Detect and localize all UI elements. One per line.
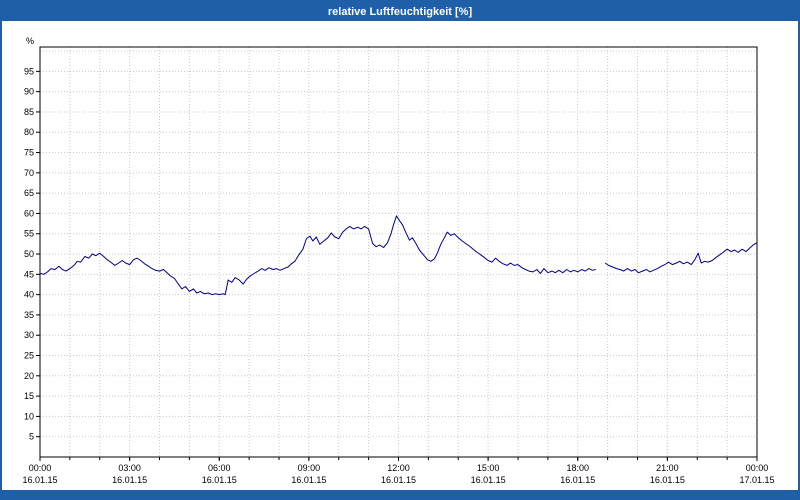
svg-text:00:00: 00:00 — [746, 463, 769, 473]
svg-text:40: 40 — [24, 290, 34, 300]
svg-text:10: 10 — [24, 411, 34, 421]
svg-text:16.01.15: 16.01.15 — [112, 475, 147, 485]
humidity-chart: 5 10 15 20 25 30 35 40 45 50 55 60 65 70 75 80 85 90 95% 00… — [2, 21, 798, 490]
svg-text:%: % — [26, 36, 34, 46]
svg-text:16.01.15: 16.01.15 — [471, 475, 506, 485]
svg-text:18:00: 18:00 — [566, 463, 589, 473]
svg-text:17.01.15: 17.01.15 — [739, 475, 774, 485]
svg-text:85: 85 — [24, 107, 34, 117]
footer-bar — [2, 490, 798, 498]
svg-text:15:00: 15:00 — [477, 463, 500, 473]
svg-text:06:00: 06:00 — [208, 463, 231, 473]
svg-text:20: 20 — [24, 371, 34, 381]
svg-text:70: 70 — [24, 168, 34, 178]
svg-text:00:00: 00:00 — [29, 463, 52, 473]
svg-text:16.01.15: 16.01.15 — [381, 475, 416, 485]
svg-text:65: 65 — [24, 188, 34, 198]
chart-title: relative Luftfeuchtigkeit [%] — [327, 5, 473, 18]
svg-text:16.01.15: 16.01.15 — [291, 475, 326, 485]
title-bar: relative Luftfeuchtigkeit [%] — [2, 2, 798, 21]
svg-text:5: 5 — [29, 432, 34, 442]
svg-text:90: 90 — [24, 87, 34, 97]
svg-text:35: 35 — [24, 310, 34, 320]
svg-text:03:00: 03:00 — [118, 463, 141, 473]
svg-text:55: 55 — [24, 229, 34, 239]
svg-text:45: 45 — [24, 269, 34, 279]
svg-text:60: 60 — [24, 208, 34, 218]
svg-text:75: 75 — [24, 148, 34, 158]
svg-text:16.01.15: 16.01.15 — [560, 475, 595, 485]
svg-text:16.01.15: 16.01.15 — [650, 475, 685, 485]
svg-text:95: 95 — [24, 66, 34, 76]
svg-text:09:00: 09:00 — [298, 463, 321, 473]
svg-text:25: 25 — [24, 351, 34, 361]
svg-text:50: 50 — [24, 249, 34, 259]
svg-text:16.01.15: 16.01.15 — [22, 475, 57, 485]
svg-text:21:00: 21:00 — [656, 463, 679, 473]
svg-text:15: 15 — [24, 391, 34, 401]
svg-text:12:00: 12:00 — [387, 463, 410, 473]
svg-text:16.01.15: 16.01.15 — [202, 475, 237, 485]
svg-text:80: 80 — [24, 127, 34, 137]
svg-text:30: 30 — [24, 330, 34, 340]
